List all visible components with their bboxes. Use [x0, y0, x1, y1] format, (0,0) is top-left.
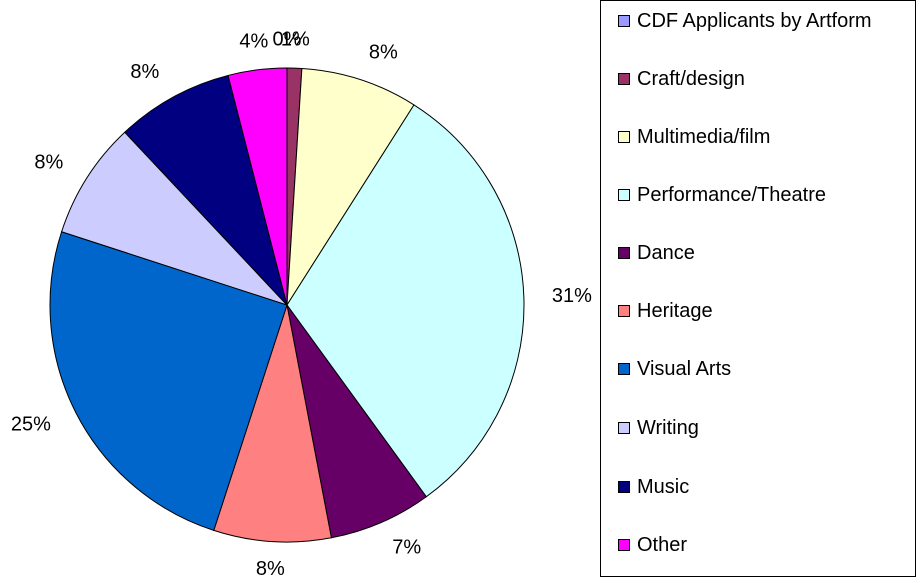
pie-slice: [286, 104, 525, 498]
data-label: 1%: [281, 28, 310, 50]
legend-swatch: [618, 422, 630, 434]
legend-label: Writing: [637, 417, 699, 439]
legend-entry: Heritage: [618, 301, 713, 322]
data-label: 0%: [273, 28, 302, 50]
legend: CDF Applicants by Artform Craft/design Mul…: [600, 0, 916, 577]
legend-entry: CDF Applicants by Artform: [618, 11, 872, 32]
pie-slice: [227, 67, 288, 306]
legend-swatch: [618, 481, 630, 493]
legend-entry: Multimedia/film: [618, 127, 770, 148]
pie-slice: [213, 304, 332, 543]
pie-slice: [49, 231, 288, 532]
data-label: 8%: [256, 558, 285, 580]
data-label: 8%: [130, 61, 159, 83]
legend-entry: Writing: [618, 418, 699, 439]
legend-label: Visual Arts: [637, 358, 732, 380]
data-label: 25%: [11, 414, 51, 436]
legend-swatch: [618, 15, 630, 27]
legend-entry: Performance/Theatre: [618, 185, 826, 206]
legend-entry: Craft/design: [618, 69, 745, 90]
legend-swatch: [618, 189, 630, 201]
legend-label: Music: [637, 476, 690, 498]
legend-entry: Other: [618, 535, 687, 556]
legend-entry: Visual Arts: [618, 359, 731, 380]
legend-swatch: [618, 73, 630, 85]
pie-slice: [286, 67, 415, 306]
legend-label: Multimedia/film: [637, 126, 771, 148]
legend-label: Dance: [637, 242, 695, 264]
pie-area: 0%1% 8% 31% 7% 8% 25% 8% 8% 4%: [11, 28, 592, 580]
pie-slice: [286, 304, 428, 539]
legend-label: Craft/design: [637, 68, 745, 90]
legend-entry: Dance: [618, 243, 695, 264]
legend-swatch: [618, 539, 630, 551]
data-label: 8%: [34, 151, 63, 173]
legend-swatch: [618, 305, 630, 317]
pie-slice: [60, 131, 288, 306]
legend-entry: Music: [618, 477, 689, 498]
legend-label: Performance/Theatre: [637, 184, 826, 206]
data-label: 4%: [239, 30, 268, 52]
pie-slice: [124, 74, 288, 306]
legend-swatch: [618, 247, 630, 259]
legend-label: CDF Applicants by Artform: [637, 10, 872, 32]
data-label: 7%: [392, 536, 421, 558]
legend-swatch: [618, 363, 630, 375]
legend-swatch: [618, 131, 630, 143]
legend-label: Other: [637, 534, 688, 556]
data-label: 31%: [552, 285, 592, 307]
data-label: 8%: [369, 41, 398, 63]
legend-label: Heritage: [637, 300, 713, 322]
